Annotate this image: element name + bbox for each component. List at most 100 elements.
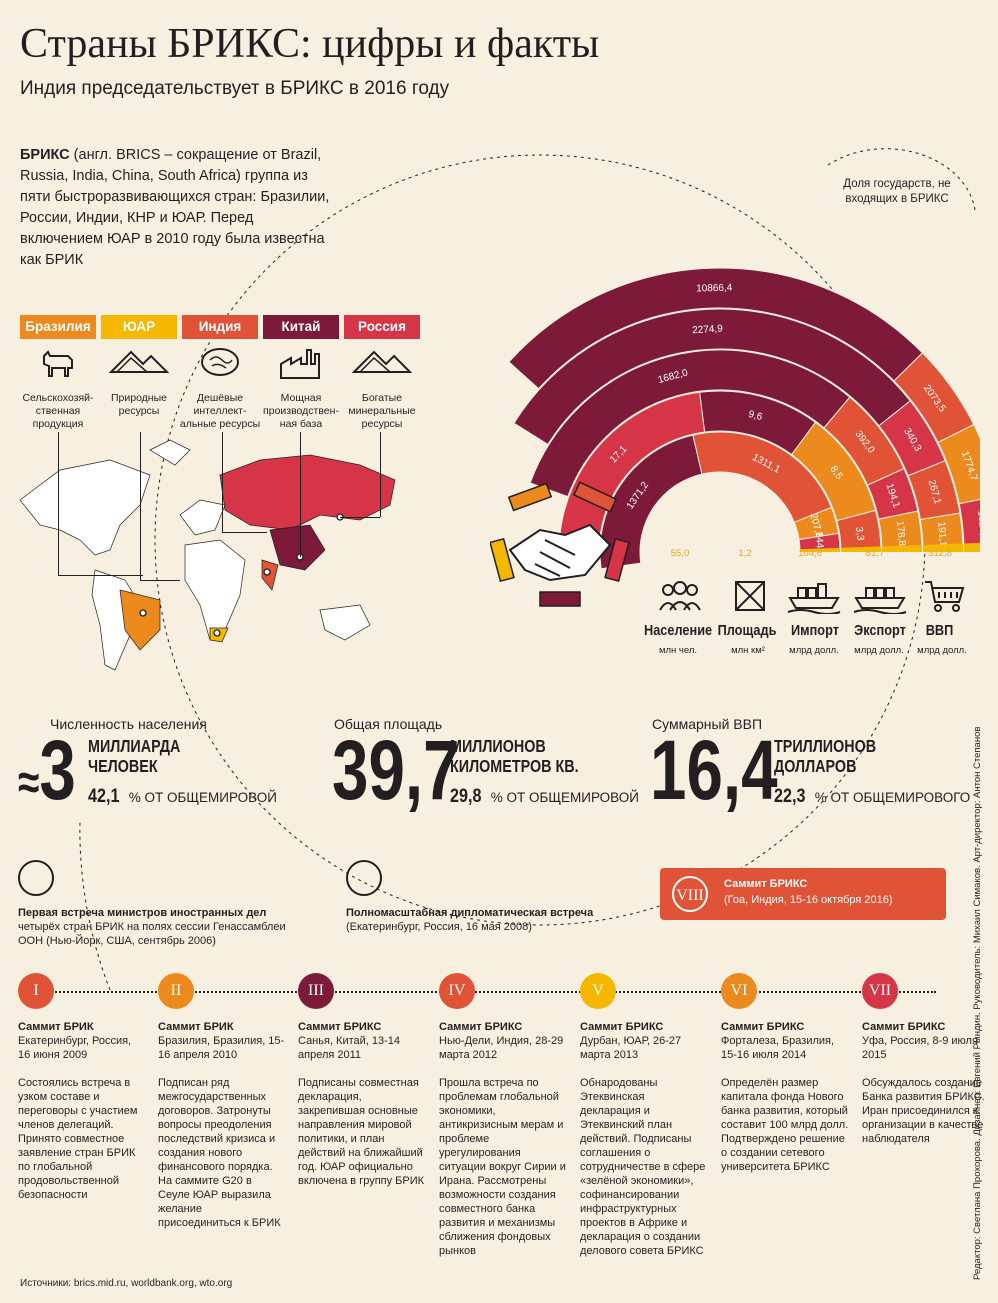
- summit-vii-marker: VII: [862, 973, 898, 1009]
- arc-value-label: 10866,4: [696, 283, 733, 295]
- page-subtitle: Индия председательствует в БРИКС в 2016 …: [20, 78, 450, 99]
- arc-chart: 1371,21311,1207,8144,117,19,68,53,31682,…: [508, 267, 980, 570]
- timeline-entry-vi: Саммит БРИКС Форталеза, Бразилия, 15-16 …: [721, 1020, 849, 1174]
- metric-unit: млн км²: [731, 645, 765, 656]
- summit-iv-marker: IV: [439, 973, 475, 1009]
- tl-title: Саммит БРИКС: [721, 1021, 805, 1033]
- stat-pct-number: 29,8: [450, 786, 482, 807]
- stat-pct-text: % ОТ ОБЩЕМИРОВОЙ: [486, 790, 639, 805]
- country-tag-brazil: Бразилия: [20, 315, 96, 339]
- intro-body: (англ. BRICS – сокращение от Brazil, Rus…: [20, 147, 330, 268]
- stat-label-area: Общая площадь: [334, 716, 443, 732]
- connector-line: [222, 532, 267, 533]
- event-title: Полномасштабная дипломатическая встреча: [346, 907, 594, 919]
- country-name: Индия: [198, 319, 242, 334]
- sources: Источники: brics.mid.ru, worldbank.org, …: [20, 1278, 233, 1289]
- tl-place: Санья, Китай, 13-14 апреля 2011: [298, 1035, 401, 1061]
- stat-unit-line: КИЛОМЕТРОВ КВ.: [450, 756, 579, 776]
- tl-title: Саммит БРИК: [18, 1021, 94, 1033]
- tl-text: Состоялись встреча в узком составе и пер…: [18, 1077, 138, 1201]
- arc-value-label: 1326,0: [975, 510, 980, 542]
- metric-unit: млн чел.: [658, 645, 698, 656]
- timeline-entry-vii: Саммит БРИКС Уфа, Россия, 8-9 июля 2015 …: [862, 1020, 990, 1146]
- tl-text: Прошла встреча по проблемам глобальной э…: [439, 1077, 566, 1257]
- event-text: четырёх стран БРИК на полях сессии Генас…: [18, 921, 286, 947]
- arc-segment-sa: [799, 547, 840, 552]
- tl-place: Уфа, Россия, 8-9 июля 2015: [862, 1035, 978, 1061]
- arc-segment-sa: [922, 543, 963, 552]
- arc-segment-sa: [881, 544, 922, 552]
- event-first-meeting: Первая встреча министров иностранных дел…: [18, 906, 288, 948]
- resource-label-brazil: Сельскохозяй-ственная продукция: [22, 392, 94, 430]
- arc-value-label: 178,8: [894, 521, 908, 547]
- cow-icon: [18, 346, 98, 384]
- tl-text: Обнародованы Этеквинская декларация и Эт…: [580, 1077, 706, 1257]
- cart-icon: [915, 578, 975, 618]
- stat-pct-number: 22,3: [774, 786, 806, 807]
- tl-place: Дурбан, ЮАР, 26-27 марта 2013: [580, 1035, 682, 1061]
- country-tag-china: Китай: [263, 315, 339, 339]
- tl-place: Екатеринбург, Россия, 16 июня 2009: [18, 1035, 132, 1061]
- summit-iii-marker: III: [298, 973, 334, 1009]
- event-title: Первая встреча министров иностранных дел: [18, 907, 267, 919]
- summit-v-marker: V: [580, 973, 616, 1009]
- arc-value-label: 2274,9: [692, 323, 724, 336]
- stat-pct-gdp: 22,3 % ОТ ОБЩЕМИРОВОГО: [774, 786, 970, 808]
- summit-place: (Гоа, Индия, 15-16 октября 2016): [724, 894, 893, 906]
- metric-unit: млрд долл.: [917, 645, 967, 656]
- arc-value-label: 191,1: [935, 521, 948, 547]
- tl-place: Нью-Дели, Индия, 28-29 марта 2012: [439, 1035, 564, 1061]
- metric-unit: млрд долл.: [854, 645, 904, 656]
- tl-place: Бразилия, Бразилия, 15-16 апреля 2010: [158, 1035, 285, 1061]
- connector-line: [140, 432, 141, 580]
- metric-name: Импорт: [791, 622, 839, 639]
- summit-number: VIII: [672, 876, 708, 912]
- credits: Редактор: Светлана Прохорова. Дизайнер: …: [972, 726, 983, 1280]
- stat-unit-line: ЧЕЛОВЕК: [88, 756, 158, 776]
- timeline-entry-v: Саммит БРИКС Дурбан, ЮАР, 26-27 марта 20…: [580, 1020, 708, 1258]
- country-name: Россия: [358, 319, 406, 334]
- arc-value-label: 3,3: [853, 526, 866, 542]
- stat-unit-line: ДОЛЛАРОВ: [774, 756, 857, 776]
- brain-icon: [180, 346, 260, 384]
- stat-pct-population: 42,1 % ОТ ОБЩЕМИРОВОЙ: [88, 786, 277, 808]
- arc-segment-sa: [840, 546, 881, 552]
- timeline-entry-iv: Саммит БРИКС Нью-Дели, Индия, 28-29 март…: [439, 1020, 567, 1258]
- stat-pct-number: 42,1: [88, 786, 120, 807]
- connector-line: [58, 432, 59, 575]
- connector-line: [340, 517, 380, 518]
- stat-pct-area: 29,8 % ОТ ОБЩЕМИРОВОЙ: [450, 786, 639, 808]
- stat-label-population: Численность населения: [50, 716, 207, 732]
- metric-unit: млрд долл.: [789, 645, 839, 656]
- country-tag-sa: ЮАР: [101, 315, 177, 339]
- country-name: Бразилия: [25, 319, 91, 334]
- people-icon: [650, 578, 710, 618]
- event-marker: [18, 860, 54, 896]
- summit-i-marker: I: [18, 973, 54, 1009]
- summit-title: Саммит БРИКС: [724, 878, 808, 890]
- stat-number: 3: [39, 723, 76, 817]
- stat-number-area: 39,7: [332, 723, 460, 817]
- ship-icon: [850, 578, 910, 618]
- stat-unit-line: ТРИЛЛИОНОВ: [774, 736, 877, 756]
- country-tag-russia: Россия: [344, 315, 420, 339]
- world-map: [19, 439, 396, 671]
- connector-line: [140, 580, 180, 581]
- resource-label-india: Дешёвые интеллект-альные ресурсы: [179, 392, 261, 430]
- tl-title: Саммит БРИКС: [298, 1021, 382, 1033]
- tl-title: Саммит БРИКС: [862, 1021, 946, 1033]
- stat-number-gdp: 16,4: [650, 723, 778, 817]
- country-name: ЮАР: [122, 319, 156, 334]
- connector-line: [58, 575, 143, 576]
- tl-text: Подписан ряд межгосударственных договоро…: [158, 1077, 281, 1229]
- tl-title: Саммит БРИК: [158, 1021, 234, 1033]
- connector-line: [380, 432, 381, 517]
- mountains-icon: [99, 346, 179, 384]
- country-name: Китай: [281, 319, 321, 334]
- intro-bold: БРИКС: [20, 147, 70, 163]
- base-value: 312,8: [928, 548, 952, 559]
- metric-name: Экспорт: [854, 622, 906, 639]
- summit-ii-marker: II: [158, 973, 194, 1009]
- country-tag-india: Индия: [182, 315, 258, 339]
- ship-icon: [784, 578, 844, 618]
